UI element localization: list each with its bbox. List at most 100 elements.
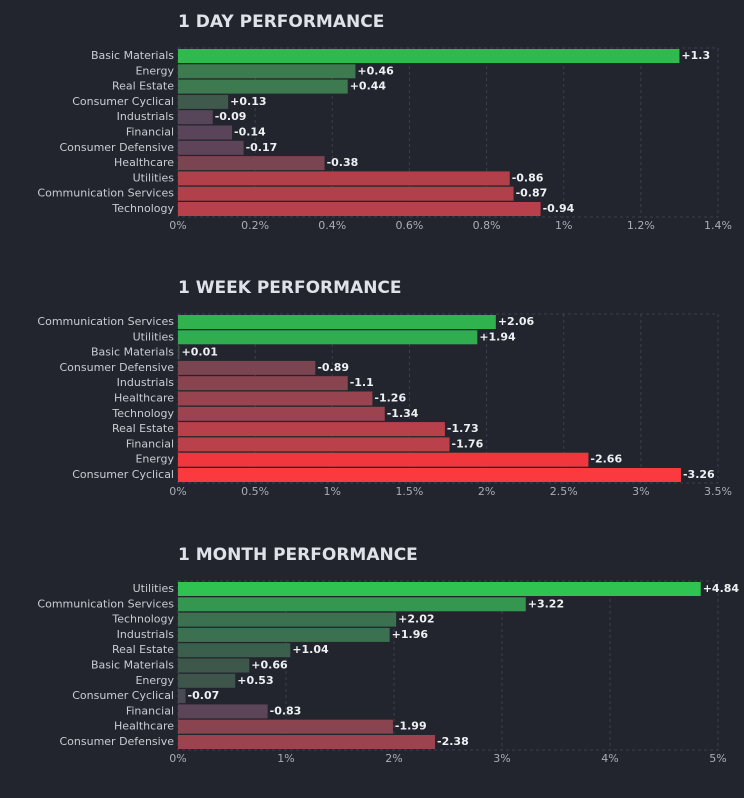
x-tick-label: 2% [478,485,495,498]
value-label: -1.99 [395,720,427,733]
bar [178,689,186,704]
bar [178,391,373,406]
x-tick-label: 0% [169,752,186,765]
category-label: Utilities [133,171,175,184]
value-label: +1.04 [292,643,329,656]
value-label: +2.06 [498,315,535,328]
value-label: -1.76 [452,437,484,450]
category-label: Financial [126,437,174,450]
category-label: Technology [111,407,174,420]
x-tick-label: 0.2% [241,219,269,232]
bar [178,643,291,658]
category-label: Financial [126,126,174,139]
x-tick-label: 3% [632,485,649,498]
x-tick-label: 2% [385,752,402,765]
x-tick-label: 0.6% [395,219,423,232]
value-label: +0.46 [357,64,394,77]
bar [178,345,180,360]
category-label: Basic Materials [91,659,174,672]
value-label: -0.09 [215,110,247,123]
value-label: -0.94 [543,202,575,215]
chart-title: 1 DAY PERFORMANCE [178,12,384,32]
bar [178,315,496,329]
category-label: Communication Services [37,315,174,328]
x-tick-label: 1.2% [627,219,655,232]
value-label: -0.17 [246,141,278,154]
x-tick-label: 0.5% [241,485,269,498]
bar [178,452,589,467]
value-label: +1.96 [392,628,429,641]
category-label: Technology [111,202,174,215]
value-label: +0.13 [230,95,266,108]
value-label: +1.94 [479,330,516,343]
value-label: -0.86 [512,171,544,184]
value-label: +0.01 [182,346,218,359]
x-tick-label: 1% [324,485,341,498]
bar [178,360,316,375]
category-label: Utilities [133,582,175,595]
category-label: Consumer Cyclical [72,689,174,702]
bar [178,704,268,719]
category-label: Communication Services [37,187,174,200]
bar [178,422,445,437]
category-label: Communication Services [37,597,174,610]
category-label: Industrials [117,376,175,389]
x-tick-label: 1% [277,752,294,765]
category-label: Industrials [117,628,175,641]
x-tick-label: 3% [493,752,510,765]
bar [178,110,213,125]
value-label: -2.66 [590,453,622,466]
bar [178,406,385,421]
bar [178,202,541,216]
bar [178,658,250,673]
category-label: Consumer Cyclical [72,468,174,481]
value-label: -1.34 [387,407,419,420]
category-label: Healthcare [114,156,174,169]
bar [178,719,393,734]
bar [178,597,526,612]
x-tick-label: 0% [169,219,186,232]
x-tick-label: 5% [709,752,726,765]
category-label: Energy [135,64,174,77]
bar [178,612,397,627]
bar [178,156,325,171]
x-tick-label: 0% [169,485,186,498]
value-label: +0.53 [237,674,273,687]
value-label: -1.1 [350,376,374,389]
category-label: Technology [111,613,174,626]
category-label: Real Estate [112,643,174,656]
x-tick-label: 1% [555,219,572,232]
category-label: Consumer Defensive [59,141,174,154]
bar [178,140,244,155]
bar [178,49,680,63]
bar [178,673,236,688]
bar [178,330,478,345]
chart-title: 1 MONTH PERFORMANCE [178,545,418,565]
category-label: Basic Materials [91,346,174,359]
bar [178,627,390,642]
category-label: Utilities [133,330,175,343]
x-tick-label: 1.5% [395,485,423,498]
x-tick-label: 1.4% [704,219,732,232]
value-label: +4.84 [703,582,740,595]
value-label: +2.02 [398,613,434,626]
category-label: Energy [135,453,174,466]
category-label: Basic Materials [91,49,174,62]
category-label: Industrials [117,110,175,123]
value-label: -0.83 [270,704,302,717]
value-label: +3.22 [528,597,564,610]
category-label: Financial [126,704,174,717]
x-tick-label: 4% [601,752,618,765]
value-label: -0.87 [516,187,548,200]
category-label: Real Estate [112,422,174,435]
value-label: +0.44 [350,80,387,93]
bar [178,171,510,186]
bar [178,94,229,109]
value-label: -0.38 [327,156,359,169]
bar [178,735,436,749]
value-label: -1.26 [374,392,406,405]
bar [178,186,514,201]
category-label: Real Estate [112,80,174,93]
